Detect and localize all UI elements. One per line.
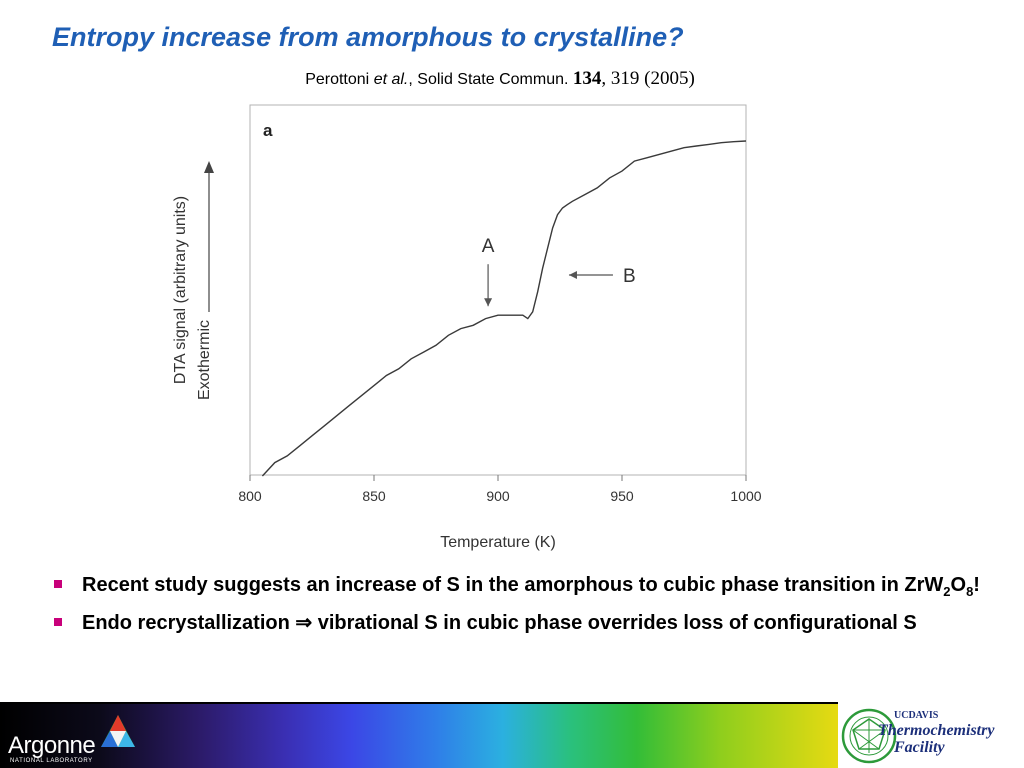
bullet-1-subscript-2: 2 [943,584,951,599]
annotation-B: B [568,266,636,287]
plot-frame [249,104,747,476]
dta-chart: a 800 850 900 950 1000 Temperature (K) DTA s… [172,104,762,551]
bullet-marker-icon [54,618,62,626]
bullet-item-2: Endo recrystallization ⇒ vibrational S i… [52,608,1002,638]
argonne-subtitle: NATIONAL LABORATORY [10,758,93,764]
x-tick-label-850: 850 [362,488,386,504]
x-axis: 800 850 900 950 1000 [238,475,762,504]
facility-label: Facility [894,739,945,756]
annotation-label-B: B [623,266,636,287]
citation-etal: et al. [373,71,409,88]
citation-authors: Perottoni [305,71,370,88]
footer: Argonne NATIONAL LABORATORY UCDAVIS Ther… [0,702,1024,768]
exothermic-arrow [204,161,214,312]
annotation-A: A [482,236,495,307]
bullet-item-1: Recent study suggests an increase of S i… [52,570,1002,607]
citation: Perottoni et al., Solid State Commun. 13… [0,68,1000,90]
argonne-triangle-icon [101,715,135,747]
footer-gradient-bar: Argonne NATIONAL LABORATORY [0,704,838,768]
footer-divider [0,702,838,704]
bullet-marker-icon [54,580,62,588]
implies-arrow-icon: ⇒ [295,612,313,634]
x-tick-label-900: 900 [486,488,510,504]
citation-journal: , Solid State Commun. [408,71,573,88]
x-tick-label-1000: 1000 [730,488,761,504]
slide-title: Entropy increase from amorphous to cryst… [52,22,684,52]
bullet-2-text-end: vibrational S in cubic phase overrides l… [312,612,917,634]
y-axis-label-exothermic: Exothermic [196,320,213,400]
bullet-1-subscript-8: 8 [966,584,974,599]
series-line-dta [261,140,747,477]
annotation-arrowhead-B [568,271,577,279]
molecule-seal-icon [841,708,897,764]
x-tick-label-800: 800 [238,488,262,504]
argonne-wordmark: Argonne [8,732,96,759]
x-tick-label-950: 950 [610,488,634,504]
argonne-logo: Argonne NATIONAL LABORATORY [8,710,148,766]
bullet-1-oxygen: O [950,574,967,596]
panel-label: a [263,121,273,140]
bullet-1-end: ! [973,574,980,596]
annotation-label-A: A [482,236,495,257]
ucdavis-thermochemistry-logo: UCDAVIS Thermochemistry Facility [838,704,1024,768]
y-axis-label: DTA signal (arbitrary units) [172,196,189,384]
citation-volume: 134 [572,68,602,89]
bullet-2-text: Endo recrystallization [82,612,296,634]
ucdavis-label: UCDAVIS [894,710,939,721]
bullet-1-text: Recent study suggests an increase of S i… [82,574,944,596]
thermochemistry-label: Thermochemistry [878,722,995,739]
citation-pages: , 319 (2005) [601,68,695,89]
annotation-arrowhead-A [484,298,493,307]
x-axis-label: Temperature (K) [440,534,556,551]
bullet-list: Recent study suggests an increase of S i… [52,570,1002,639]
annotations: AB [482,236,636,307]
